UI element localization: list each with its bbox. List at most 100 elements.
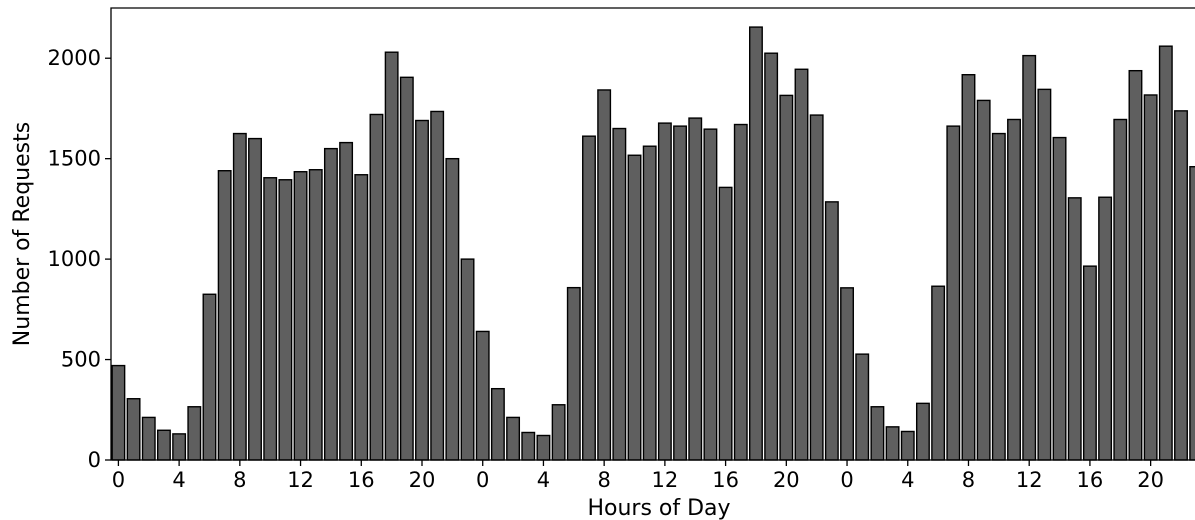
bar [111, 364, 126, 461]
bar [1158, 45, 1173, 461]
axis-frame [110, 7, 1195, 461]
bar [141, 416, 156, 461]
bar [627, 154, 642, 461]
bar [1007, 118, 1021, 461]
bar [172, 433, 187, 461]
bar [460, 258, 475, 461]
bar [976, 99, 991, 461]
y-axis-label: Number of Requests [10, 122, 35, 346]
bar [1022, 54, 1037, 461]
bar [1098, 196, 1113, 461]
bar [263, 177, 278, 461]
bar [961, 73, 976, 461]
bar [855, 353, 870, 461]
bar [1067, 197, 1082, 461]
y-tick-label: 2000 [48, 46, 101, 70]
bar [840, 287, 854, 461]
x-tick-label: 20 [1137, 468, 1164, 492]
bar [612, 127, 627, 461]
bar [749, 26, 763, 461]
bar [991, 132, 1006, 461]
bar [794, 68, 809, 461]
bar [673, 125, 688, 461]
x-tick-label: 0 [840, 468, 853, 492]
bar [202, 293, 217, 461]
bar [248, 137, 262, 461]
bar [369, 113, 384, 461]
bar [384, 51, 399, 461]
y-tick-label: 0 [88, 448, 101, 472]
bar [1128, 69, 1143, 461]
bar [1174, 110, 1188, 461]
x-tick-label: 12 [652, 468, 679, 492]
bar [126, 398, 141, 461]
bar [582, 135, 596, 461]
x-tick-label: 20 [773, 468, 800, 492]
bar [187, 406, 202, 461]
bar [521, 431, 536, 461]
x-tick-label: 16 [1077, 468, 1104, 492]
x-tick-label: 0 [112, 468, 125, 492]
bar [293, 171, 308, 461]
x-tick-label: 16 [348, 468, 375, 492]
x-tick-label: 4 [172, 468, 185, 492]
x-tick-label: 8 [597, 468, 610, 492]
bar [506, 416, 521, 461]
x-axis-ticks: 0 4 8 12 16 20 0 4 8 12 16 20 0 4 8 12 16 20 [112, 460, 1164, 492]
y-tick-label: 1000 [48, 247, 101, 271]
bar [931, 285, 946, 461]
bar [475, 330, 490, 461]
bar [354, 174, 369, 461]
bar [415, 119, 429, 461]
bars-group [111, 26, 1195, 461]
bar [733, 123, 748, 461]
bar [536, 434, 551, 461]
bar [885, 426, 900, 461]
y-tick-label: 1500 [48, 147, 101, 171]
bar [870, 406, 885, 461]
bar [764, 52, 779, 461]
bar [308, 169, 323, 461]
bar [278, 179, 293, 461]
bar [718, 186, 733, 461]
x-tick-label: 4 [537, 468, 550, 492]
bar [1052, 136, 1067, 461]
bar [1143, 94, 1158, 461]
x-tick-label: 12 [287, 468, 314, 492]
bar [399, 76, 414, 461]
bar [688, 117, 703, 461]
bar [915, 402, 930, 461]
bar [1037, 88, 1052, 461]
bar [703, 128, 718, 461]
x-tick-label: 4 [901, 468, 914, 492]
bar [1189, 165, 1195, 461]
bar [430, 110, 445, 461]
bar [323, 147, 338, 461]
bar [809, 114, 824, 461]
bar [1082, 265, 1097, 461]
bar [946, 125, 961, 461]
bar [445, 157, 460, 461]
y-tick-label: 500 [61, 348, 101, 372]
bar [490, 387, 505, 461]
bar [566, 286, 581, 461]
x-axis-label: Hours of Day [587, 496, 730, 520]
bar [597, 89, 612, 461]
x-tick-label: 16 [712, 468, 739, 492]
x-tick-label: 12 [1016, 468, 1043, 492]
bar [217, 170, 232, 461]
bar [156, 429, 171, 461]
bar [900, 430, 915, 461]
x-tick-label: 8 [962, 468, 975, 492]
bar [657, 122, 672, 461]
x-tick-label: 8 [233, 468, 246, 492]
x-tick-label: 20 [409, 468, 436, 492]
bar [824, 201, 839, 461]
y-axis-ticks: 0 500 1000 1500 2000 [48, 46, 111, 472]
bar [642, 145, 657, 461]
bar [1113, 118, 1128, 461]
bar [339, 141, 354, 461]
bar [779, 94, 794, 461]
x-tick-label: 0 [476, 468, 489, 492]
